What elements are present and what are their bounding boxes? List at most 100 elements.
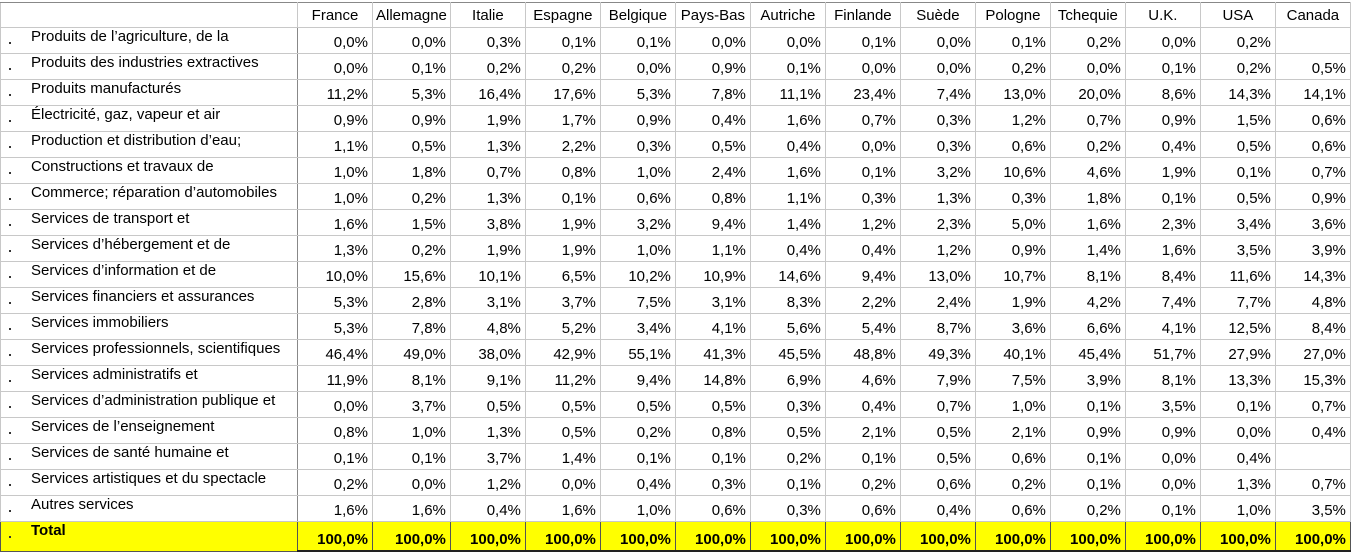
value-cell: 11,6%	[1199, 261, 1276, 288]
value-cell: 3,1%	[449, 287, 526, 314]
value-cell: 1,6%	[749, 105, 826, 132]
value-cell: 11,2%	[297, 79, 373, 106]
column-header: Canada	[1274, 2, 1351, 28]
data-row: Services administratifs et 11,9% 8,1% 9,1% 1…	[0, 365, 1351, 392]
bullet	[9, 276, 11, 278]
value-cell: 0,5%	[372, 131, 451, 158]
value-cell: 0,9%	[974, 235, 1051, 262]
value-cell: 0,4%	[674, 105, 751, 132]
value-cell: 0,0%	[372, 27, 451, 54]
value-cell: 0,1%	[749, 469, 826, 496]
value-cell: 100,0%	[297, 521, 373, 552]
value-cell: 5,3%	[599, 79, 676, 106]
value-cell: 1,0%	[599, 235, 676, 262]
value-cell: 46,4%	[297, 339, 373, 366]
bullet	[9, 536, 11, 538]
value-cell: 48,8%	[824, 339, 901, 366]
row-label: Services d’information et de	[0, 261, 298, 288]
bullet	[9, 120, 11, 122]
value-cell: 0,0%	[749, 27, 826, 54]
value-cell: 2,3%	[899, 209, 976, 236]
column-header: Espagne	[524, 2, 601, 28]
value-cell: 0,9%	[1124, 105, 1201, 132]
value-cell: 4,8%	[1274, 287, 1351, 314]
value-cell: 38,0%	[449, 339, 526, 366]
value-cell: 0,3%	[449, 27, 526, 54]
value-cell: 2,1%	[974, 417, 1051, 444]
value-cell: 1,2%	[974, 105, 1051, 132]
column-header: Pays-Bas	[674, 2, 751, 28]
row-label: Services artistiques et du spectacle	[0, 469, 298, 496]
bullet	[9, 484, 11, 486]
value-cell: 11,1%	[749, 79, 826, 106]
value-cell: 0,6%	[974, 131, 1051, 158]
value-cell: 0,5%	[674, 131, 751, 158]
value-cell: 1,1%	[297, 131, 373, 158]
value-cell: 1,3%	[899, 183, 976, 210]
bullet	[9, 406, 11, 408]
value-cell: 0,0%	[1124, 27, 1201, 54]
value-cell: 1,1%	[749, 183, 826, 210]
corner-cell	[0, 2, 298, 28]
value-cell: 1,9%	[1124, 157, 1201, 184]
value-cell: 0,2%	[297, 469, 373, 496]
value-cell: 0,5%	[449, 391, 526, 418]
data-row: Produits manufacturés 11,2% 5,3% 16,4% 17,6%…	[0, 79, 1351, 106]
value-cell: 10,0%	[297, 261, 373, 288]
value-cell: 0,0%	[1199, 417, 1276, 444]
value-cell: 5,4%	[824, 313, 901, 340]
value-cell: 0,5%	[524, 391, 601, 418]
value-cell: 10,6%	[974, 157, 1051, 184]
bullet	[9, 328, 11, 330]
value-cell: 0,3%	[974, 183, 1051, 210]
data-row: Produits des industries extractives 0,0% 0…	[0, 53, 1351, 80]
column-header: Tchequie	[1049, 2, 1126, 28]
value-cell: 0,5%	[749, 417, 826, 444]
value-cell: 42,9%	[524, 339, 601, 366]
value-cell: 0,0%	[297, 391, 373, 418]
value-cell: 12,5%	[1199, 313, 1276, 340]
value-cell: 10,9%	[674, 261, 751, 288]
value-cell: 4,6%	[1049, 157, 1126, 184]
value-cell: 14,6%	[749, 261, 826, 288]
value-cell: 0,1%	[297, 443, 373, 470]
value-cell: 3,1%	[674, 287, 751, 314]
value-cell: 0,0%	[297, 53, 373, 80]
value-cell: 16,4%	[449, 79, 526, 106]
value-cell: 0,4%	[1124, 131, 1201, 158]
value-cell: 9,4%	[824, 261, 901, 288]
value-cell: 8,1%	[1049, 261, 1126, 288]
value-cell: 0,6%	[599, 183, 676, 210]
column-header: Allemagne	[372, 2, 451, 28]
bullet	[9, 146, 11, 148]
value-cell: 8,7%	[899, 313, 976, 340]
value-cell: 9,1%	[449, 365, 526, 392]
value-cell: 0,4%	[599, 469, 676, 496]
value-cell: 0,4%	[749, 235, 826, 262]
value-cell: 2,4%	[899, 287, 976, 314]
value-cell: 0,5%	[524, 417, 601, 444]
row-label: Produits de l’agriculture, de la	[0, 27, 298, 54]
value-cell: 8,1%	[372, 365, 451, 392]
value-cell: 0,2%	[372, 235, 451, 262]
value-cell: 1,0%	[599, 495, 676, 522]
row-label: Électricité, gaz, vapeur et air	[0, 105, 298, 132]
value-cell: 0,1%	[974, 27, 1051, 54]
row-label: Services professionnels, scientifiques	[0, 339, 298, 366]
value-cell: 0,2%	[974, 53, 1051, 80]
value-cell: 4,8%	[449, 313, 526, 340]
value-cell: 1,0%	[297, 183, 373, 210]
value-cell: 0,6%	[974, 495, 1051, 522]
value-cell: 0,5%	[1274, 53, 1351, 80]
value-cell: 3,4%	[1199, 209, 1276, 236]
value-cell: 5,6%	[749, 313, 826, 340]
value-cell: 6,9%	[749, 365, 826, 392]
value-cell: 0,5%	[599, 391, 676, 418]
value-cell: 2,2%	[824, 287, 901, 314]
value-cell: 5,2%	[524, 313, 601, 340]
value-cell: 0,8%	[674, 417, 751, 444]
value-cell: 0,7%	[449, 157, 526, 184]
value-cell: 0,6%	[674, 495, 751, 522]
value-cell: 0,6%	[974, 443, 1051, 470]
value-cell: 0,9%	[297, 105, 373, 132]
